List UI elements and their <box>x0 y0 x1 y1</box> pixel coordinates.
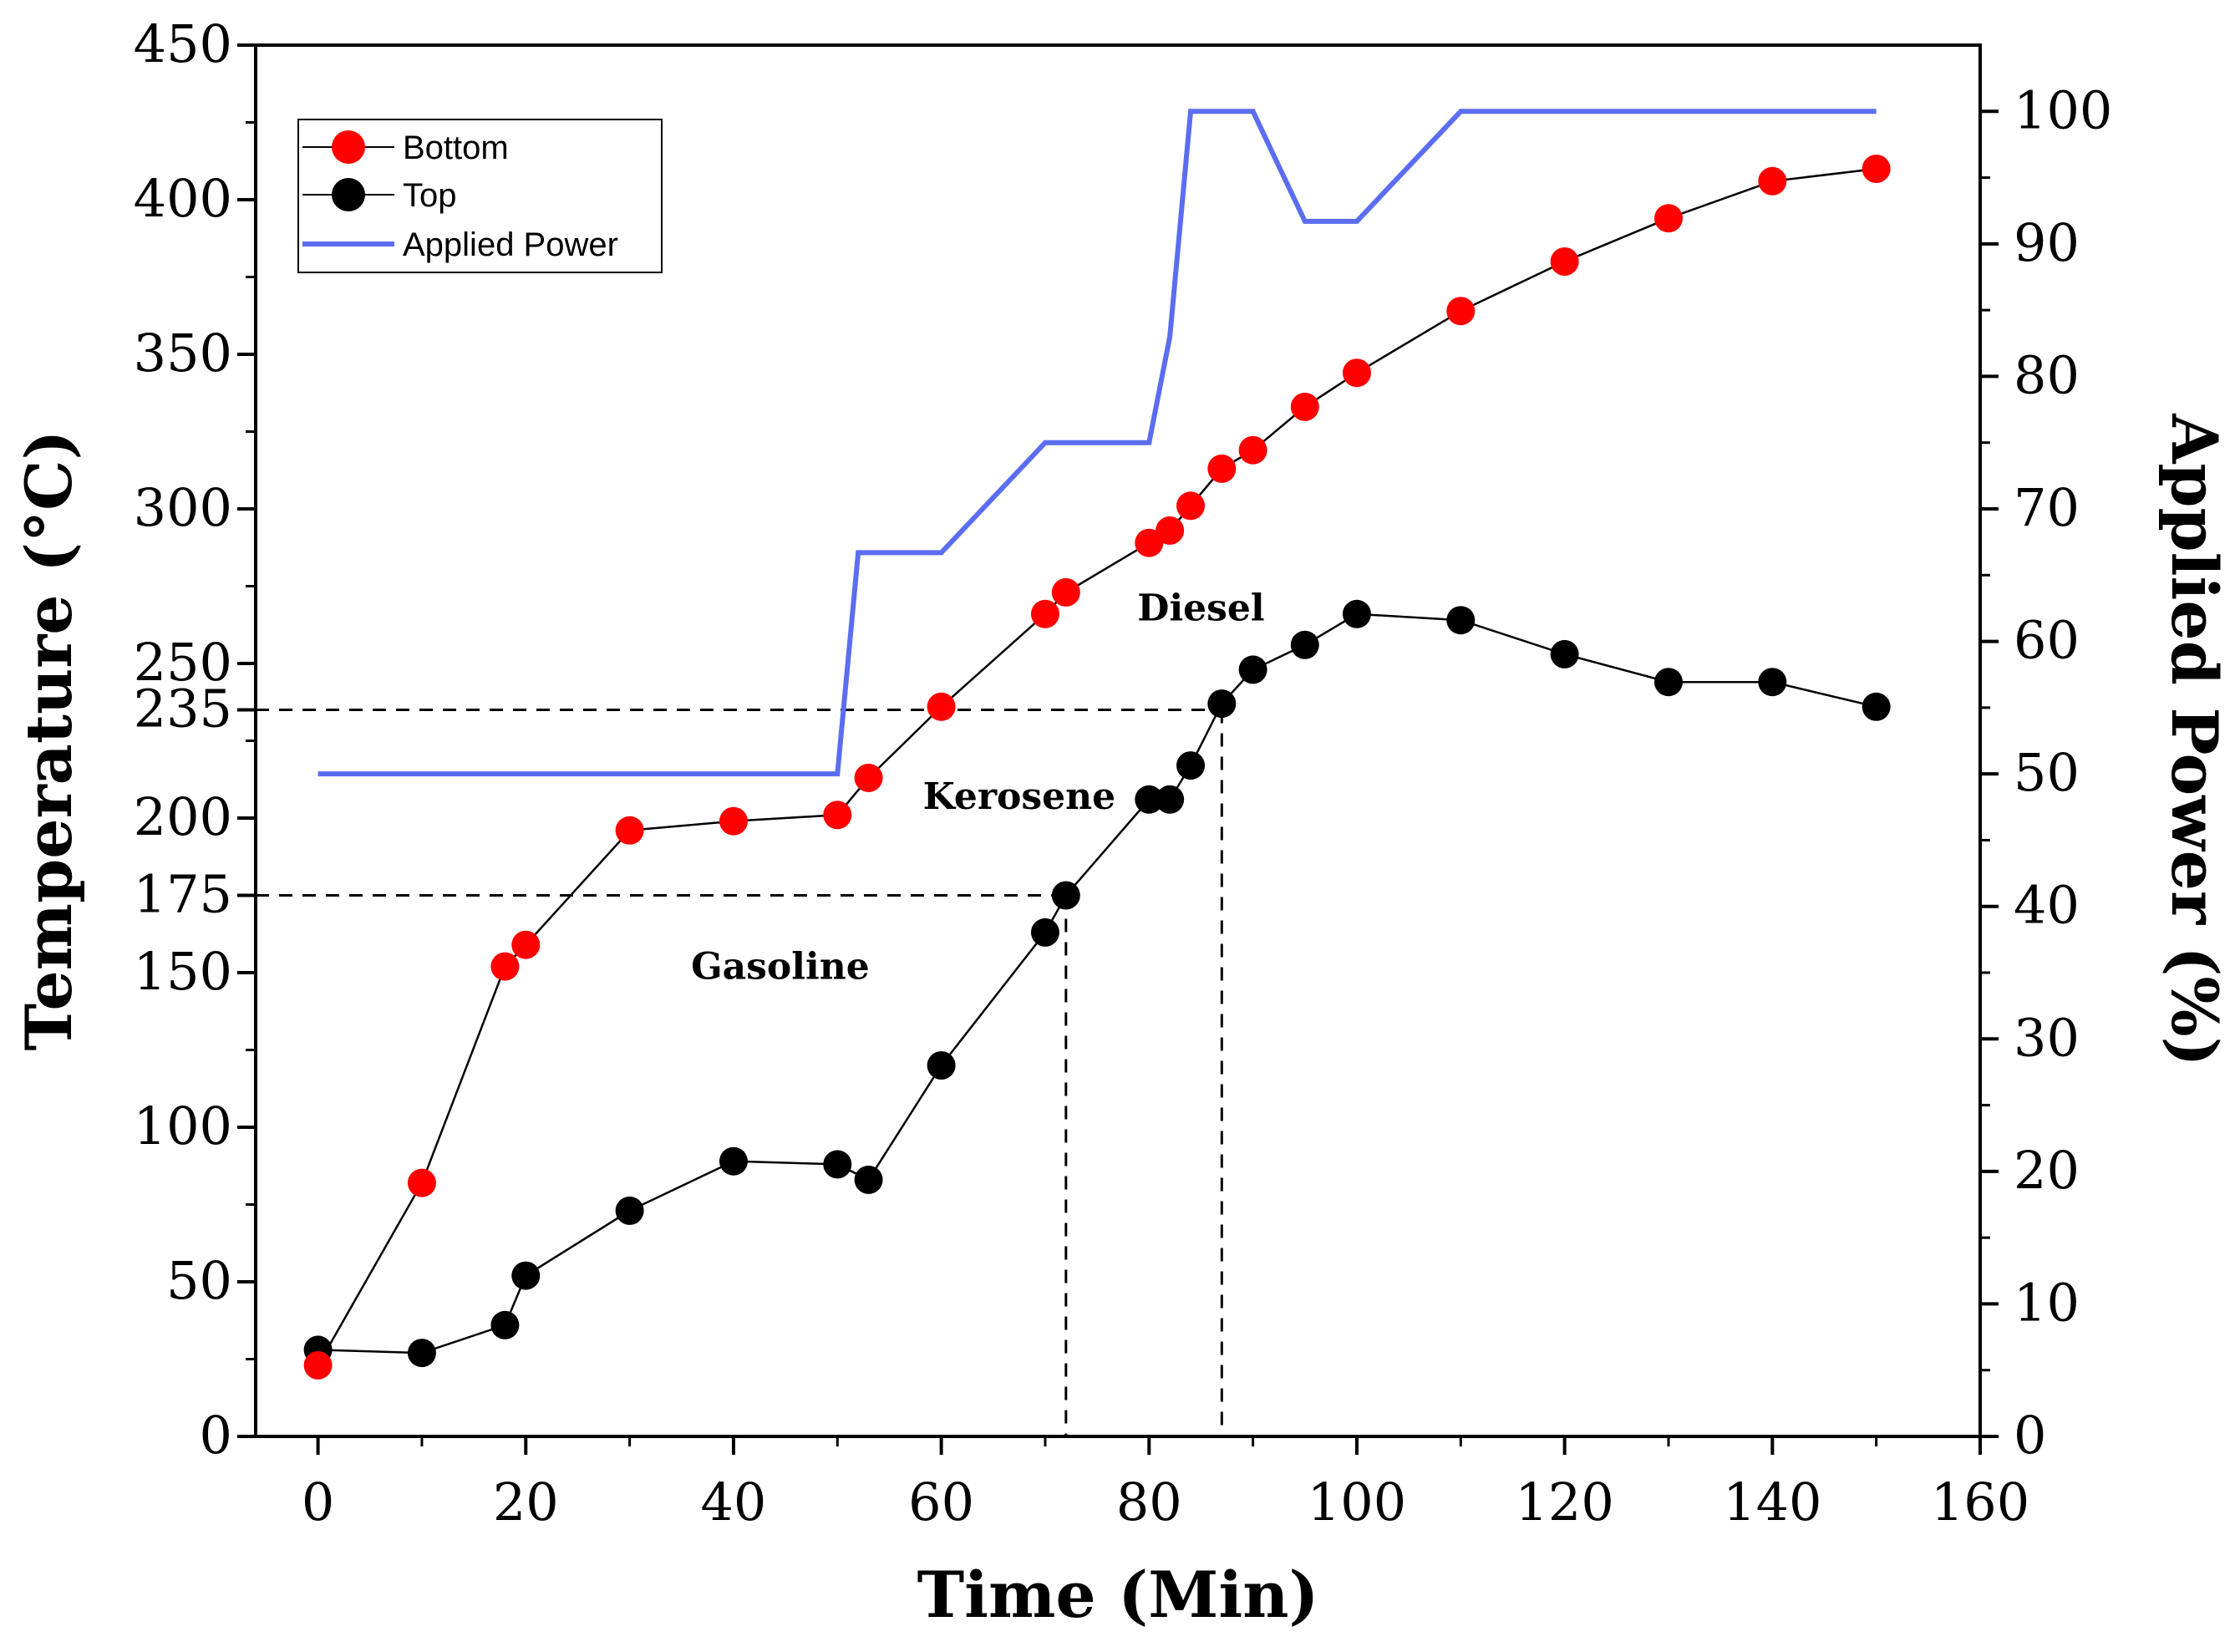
y2-tick-label: 90 <box>2014 212 2080 273</box>
annotation-gasoline: Gasoline <box>691 946 870 989</box>
data-point-bottom <box>854 763 883 792</box>
data-point-top <box>511 1261 541 1290</box>
annotations: Diesel Kerosene Gasoline <box>691 587 1265 988</box>
legend: Bottom Top Applied Power <box>297 119 663 273</box>
data-point-bottom <box>1758 166 1787 196</box>
x-tick-label: 40 <box>700 1472 766 1533</box>
legend-marker-top <box>332 178 365 211</box>
legend-label-applied-power: Applied Power <box>403 226 618 263</box>
legend-label-bottom: Bottom <box>403 130 509 166</box>
y-tick-label: 235 <box>134 679 232 740</box>
data-point-bottom <box>1446 297 1476 326</box>
data-point-top <box>1030 917 1059 947</box>
y2-tick-label: 40 <box>2014 875 2080 936</box>
data-point-top <box>719 1146 748 1176</box>
data-point-top <box>1135 785 1164 814</box>
x-tick-label: 140 <box>1723 1472 1821 1533</box>
y2-tick-label: 50 <box>2014 742 2080 803</box>
data-point-top <box>1653 668 1683 697</box>
data-point-top <box>1207 689 1237 719</box>
data-point-top <box>1238 655 1267 684</box>
x-tick-label: 0 <box>302 1472 334 1533</box>
data-point-bottom <box>1030 599 1059 628</box>
y2-tick-label: 30 <box>2014 1007 2080 1068</box>
x-tick-label: 160 <box>1931 1472 2029 1533</box>
y-tick-label: 175 <box>134 864 232 925</box>
y-tick-label: 350 <box>134 323 232 384</box>
data-point-bottom <box>615 816 644 845</box>
data-point-top <box>1176 751 1206 780</box>
x-axis: 0 20 40 60 80 100 120 140 160 <box>302 1436 2029 1533</box>
data-point-bottom <box>823 801 852 830</box>
data-point-top <box>615 1196 644 1225</box>
x-tick-label: 20 <box>493 1472 559 1533</box>
data-point-top <box>1446 606 1476 635</box>
data-point-bottom <box>927 692 956 721</box>
data-point-bottom <box>1207 454 1237 483</box>
y2-axis-title: Applied Power (%) <box>2157 413 2232 1066</box>
data-point-bottom <box>407 1168 436 1197</box>
series-line-applied-power <box>317 109 1877 777</box>
data-point-bottom <box>1238 435 1267 465</box>
y2-tick-label: 60 <box>2014 610 2080 671</box>
y-tick-label: 450 <box>134 13 232 74</box>
y-tick-label: 300 <box>134 477 232 538</box>
x-tick-label: 80 <box>1116 1472 1182 1533</box>
data-point-bottom <box>303 1350 333 1380</box>
data-point-top <box>407 1339 436 1368</box>
annotation-diesel: Diesel <box>1137 587 1264 629</box>
y-tick-label: 0 <box>200 1405 232 1466</box>
data-point-top <box>1051 881 1080 910</box>
data-point-bottom <box>1862 155 1891 183</box>
y-axis-right: 0 10 20 30 40 50 60 70 80 90 100 <box>1980 79 2112 1466</box>
y-tick-label: 50 <box>166 1250 232 1311</box>
data-point-bottom <box>1135 528 1164 557</box>
y2-tick-label: 10 <box>2014 1272 2080 1333</box>
x-tick-label: 100 <box>1308 1472 1406 1533</box>
y-axis-title: Temperature (°C) <box>12 430 86 1050</box>
legend-label-top: Top <box>403 177 457 214</box>
y2-tick-label: 0 <box>2014 1405 2046 1466</box>
data-point-top <box>490 1310 520 1339</box>
data-point-bottom <box>1653 204 1683 233</box>
x-axis-title: Time (Min) <box>917 1558 1319 1632</box>
series-line-top <box>317 613 1877 1355</box>
data-point-top <box>1758 668 1787 697</box>
data-point-bottom <box>1156 516 1185 545</box>
y2-tick-label: 100 <box>2014 79 2112 140</box>
reference-lines <box>256 709 1223 1436</box>
x-tick-label: 120 <box>1515 1472 1613 1533</box>
data-point-bottom <box>1176 491 1206 521</box>
series-line-bottom <box>317 167 1877 1366</box>
data-point-bottom <box>1550 247 1579 276</box>
series-layer <box>303 109 1891 1380</box>
data-point-top <box>1550 639 1579 668</box>
data-point-top <box>1862 692 1891 721</box>
y2-tick-label: 70 <box>2014 477 2080 538</box>
data-point-bottom <box>1290 392 1319 421</box>
data-point-bottom <box>511 930 541 959</box>
y2-tick-label: 20 <box>2014 1140 2080 1201</box>
y-tick-label: 150 <box>134 941 232 1002</box>
legend-marker-bottom <box>332 130 365 164</box>
data-point-top <box>854 1165 883 1194</box>
y-tick-label: 200 <box>134 786 232 847</box>
data-point-bottom <box>490 952 520 981</box>
data-point-top <box>823 1150 852 1179</box>
data-point-top <box>1290 630 1319 659</box>
annotation-kerosene: Kerosene <box>923 775 1116 818</box>
x-tick-label: 60 <box>908 1472 974 1533</box>
data-point-top <box>1156 785 1185 814</box>
data-point-top <box>927 1051 956 1080</box>
y2-tick-label: 80 <box>2014 344 2080 405</box>
data-point-bottom <box>719 806 748 836</box>
y-tick-label: 250 <box>134 632 232 693</box>
data-point-bottom <box>1342 358 1371 388</box>
data-point-bottom <box>1051 577 1080 607</box>
y-tick-label: 400 <box>134 168 232 229</box>
data-point-top <box>1342 599 1371 628</box>
y-tick-label: 100 <box>134 1095 232 1156</box>
